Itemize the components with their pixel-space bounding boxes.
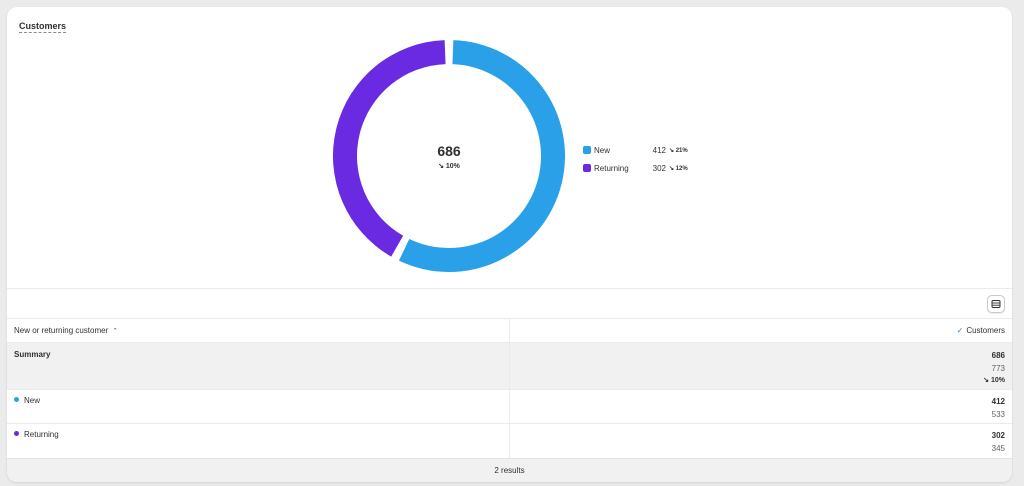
summary-previous-value: 773 bbox=[991, 364, 1005, 373]
donut-slice-new[interactable] bbox=[398, 40, 565, 272]
row-label: Returning bbox=[24, 430, 59, 439]
summary-change: ↘ 10% bbox=[983, 377, 1005, 384]
row-label-cell: New bbox=[7, 389, 510, 424]
summary-row: Summary 686 773 ↘ 10% bbox=[7, 342, 1012, 390]
table-row[interactable]: Returning 302 345 bbox=[7, 423, 1012, 458]
results-count: 2 results bbox=[494, 466, 525, 475]
legend-change: ↘ 12% bbox=[669, 165, 688, 172]
row-values: 412 533 bbox=[509, 389, 1012, 424]
summary-value: 686 bbox=[991, 351, 1005, 360]
card-title[interactable]: Customers bbox=[19, 21, 67, 33]
column-header-dimension[interactable]: New or returning customer ⌃ bbox=[7, 318, 510, 343]
column-header-label: Customers bbox=[966, 326, 1005, 335]
summary-values: 686 773 ↘ 10% bbox=[509, 342, 1012, 390]
donut-slice-returning[interactable] bbox=[333, 40, 446, 257]
legend-label: Returning bbox=[594, 163, 629, 173]
check-icon: ✓ bbox=[956, 326, 964, 335]
legend-value: 412 bbox=[652, 145, 666, 155]
row-previous-value: 533 bbox=[991, 410, 1005, 419]
donut-chart: 686 ↘ 10% bbox=[333, 40, 565, 272]
donut-center: 686 ↘ 10% bbox=[333, 40, 565, 272]
row-value: 302 bbox=[991, 431, 1005, 440]
column-header-metric[interactable]: ✓ Customers bbox=[509, 318, 1012, 343]
legend-change: ↘ 21% bbox=[669, 147, 688, 154]
legend-swatch-returning bbox=[583, 164, 591, 172]
row-label: New bbox=[24, 396, 41, 405]
results-footer: 2 results bbox=[7, 458, 1012, 482]
legend-item-returning[interactable]: Returning 302 ↘ 12% bbox=[583, 159, 693, 177]
donut-svg bbox=[333, 40, 565, 272]
table-header-row: New or returning customer ⌃ ✓ Customers bbox=[7, 318, 1012, 343]
legend-label: New bbox=[594, 145, 611, 155]
series-dot-returning bbox=[14, 431, 19, 436]
table-toolbar bbox=[7, 288, 1012, 318]
table-settings-button[interactable] bbox=[987, 295, 1005, 313]
row-values: 302 345 bbox=[509, 423, 1012, 458]
legend-swatch-new bbox=[583, 146, 591, 154]
row-label-cell: Returning bbox=[7, 423, 510, 458]
sort-chevrons-icon[interactable]: ⌃ bbox=[112, 328, 119, 335]
summary-label: Summary bbox=[7, 342, 510, 390]
donut-total: 686 bbox=[437, 142, 461, 159]
customers-card: Customers 686 ↘ 10% New 412 ↘ 21% Return… bbox=[7, 7, 1012, 482]
column-header-label: New or returning customer bbox=[14, 326, 109, 335]
chart-legend: New 412 ↘ 21% Returning 302 ↘ 12% bbox=[583, 141, 693, 177]
donut-change: ↘ 10% bbox=[438, 162, 460, 170]
row-value: 412 bbox=[991, 397, 1005, 406]
series-dot-new bbox=[14, 397, 19, 402]
table-row[interactable]: New 412 533 bbox=[7, 389, 1012, 424]
legend-value: 302 bbox=[652, 163, 666, 173]
table-settings-icon bbox=[991, 300, 1001, 308]
customers-table: New or returning customer ⌃ ✓ Customers Su… bbox=[7, 318, 1012, 458]
legend-item-new[interactable]: New 412 ↘ 21% bbox=[583, 141, 693, 159]
row-previous-value: 345 bbox=[991, 444, 1005, 453]
